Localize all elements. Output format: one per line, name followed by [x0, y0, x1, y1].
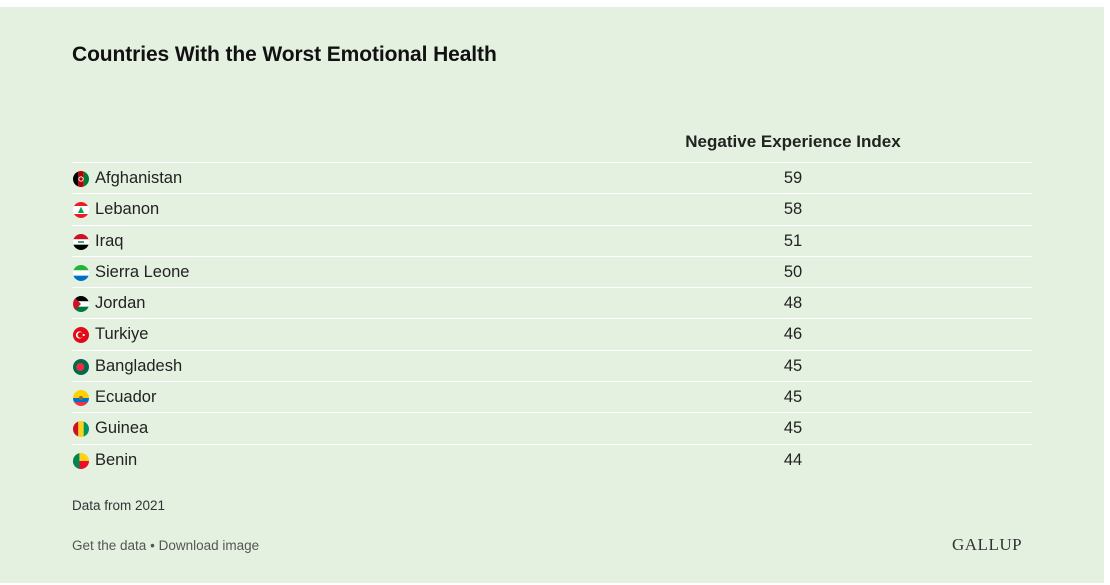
benin-flag-icon	[73, 452, 89, 469]
country-name: Guinea	[95, 419, 149, 438]
index-value: 48	[783, 294, 803, 313]
country-name: Sierra Leone	[95, 262, 190, 281]
get-data-link[interactable]: Get the data	[72, 538, 147, 553]
footer-links: Get the data • Download image	[72, 538, 259, 553]
table-row: Afghanistan 59	[72, 162, 1032, 193]
chart-panel: Countries With the Worst Emotional Healt…	[0, 7, 1104, 583]
table-row: Jordan 48	[72, 287, 1032, 318]
country-name: Jordan	[95, 294, 146, 313]
iraq-flag-icon	[73, 233, 89, 250]
lebanon-flag-icon	[73, 202, 89, 219]
guinea-flag-icon	[73, 421, 89, 438]
country-name: Turkiye	[95, 325, 149, 344]
jordan-flag-icon	[73, 296, 89, 313]
bangladesh-flag-icon	[73, 358, 89, 375]
country-name: Iraq	[95, 231, 124, 250]
table-row: Iraq 51	[72, 224, 1032, 256]
index-value: 44	[783, 450, 803, 469]
sierra-leone-flag-icon	[73, 264, 89, 281]
ecuador-flag-icon	[73, 390, 89, 407]
country-name: Bangladesh	[95, 356, 183, 375]
index-value: 59	[783, 169, 803, 187]
turkiye-flag-icon	[73, 327, 89, 344]
column-header: Negative Experience Index	[685, 132, 901, 151]
footer-separator: •	[150, 538, 155, 553]
index-value: 45	[783, 356, 803, 375]
gallup-logo: GALLUP	[952, 535, 1023, 554]
table-row: Sierra Leone 50	[72, 255, 1032, 287]
country-name: Lebanon	[95, 200, 160, 219]
index-value: 45	[783, 419, 803, 438]
table-row: Benin 44	[72, 443, 1032, 475]
table-row: Bangladesh 45	[72, 349, 1032, 381]
index-value: 45	[783, 388, 803, 407]
index-value: 50	[783, 262, 803, 281]
index-value: 51	[783, 231, 803, 250]
source-note: Data from 2021	[72, 498, 166, 513]
country-name: Ecuador	[95, 388, 157, 407]
table-row: Turkiye 46	[72, 318, 1032, 349]
country-name: Benin	[95, 450, 138, 469]
data-table: Afghanistan 59 Lebanon 58 Iraq 51 Sierra Leone…	[72, 162, 1032, 475]
index-value: 46	[783, 325, 803, 344]
afghanistan-flag-icon	[73, 171, 89, 187]
download-image-link[interactable]: Download image	[158, 538, 260, 553]
table-row: Guinea 45	[72, 412, 1032, 443]
page-title: Countries With the Worst Emotional Healt…	[72, 43, 497, 66]
country-name: Afghanistan	[95, 169, 183, 187]
index-value: 58	[783, 200, 803, 219]
table-row: Ecuador 45	[72, 381, 1032, 412]
table-row: Lebanon 58	[72, 193, 1032, 224]
